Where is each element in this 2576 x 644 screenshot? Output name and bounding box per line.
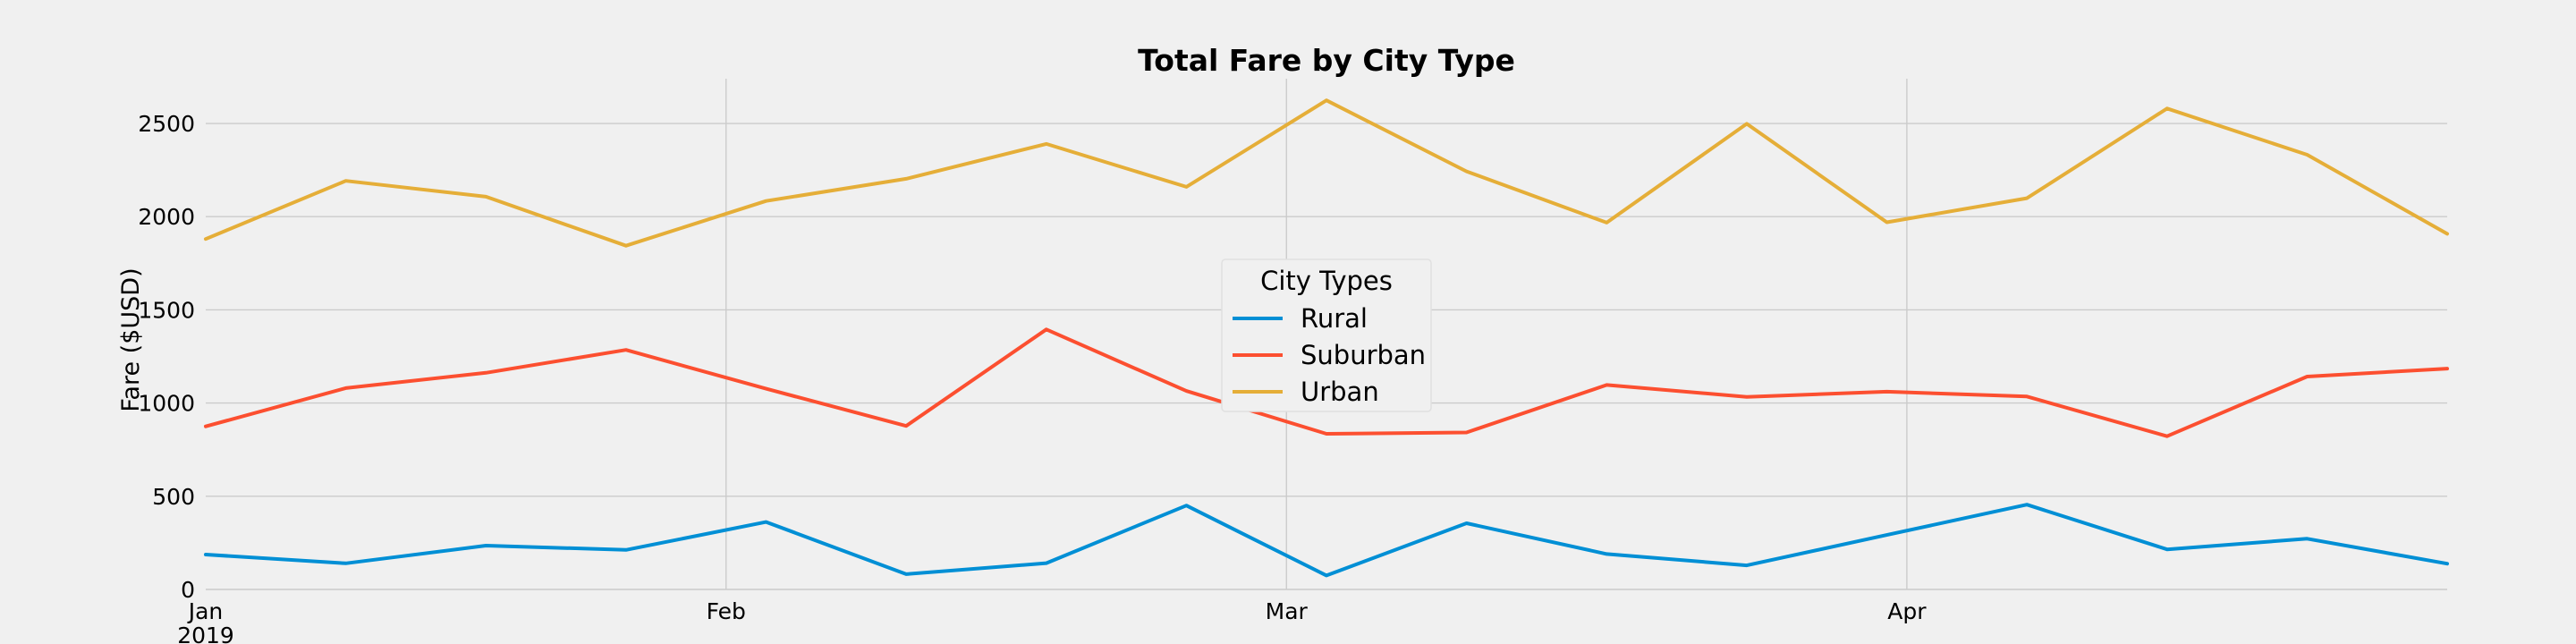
legend-label-rural: Rural [1301,303,1368,334]
y-axis-label: Fare ($USD) [117,267,145,411]
y-tick-label: 2000 [138,204,195,230]
x-tick-label: Apr [1887,598,1927,624]
x-tick-label: Jan [187,598,224,624]
x-tick-label: Mar [1266,598,1309,624]
series-line-urban [204,98,2449,248]
legend-label-suburban: Suburban [1301,340,1426,370]
series-line-rural [204,503,2449,578]
y-tick-label: 1000 [138,391,195,417]
y-axis-ticks: 0 500 1000 1500 2000 2500 [138,111,195,603]
x-tick-label: Feb [707,598,746,624]
y-tick-label: 500 [152,484,195,510]
chart-title: Total Fare by City Type [1138,43,1515,78]
x-tick-sublabel: 2019 [177,623,234,644]
y-tick-label: 1500 [138,297,195,323]
legend: City Types Rural Suburban Urban [1221,258,1432,412]
series-lines [204,98,2449,578]
series-line-suburban [204,327,2449,438]
legend-label-urban: Urban [1301,377,1379,407]
legend-title: City Types [1260,266,1393,296]
y-tick-label: 0 [181,577,195,603]
y-tick-label: 2500 [138,111,195,137]
legend-frame [1221,258,1432,412]
